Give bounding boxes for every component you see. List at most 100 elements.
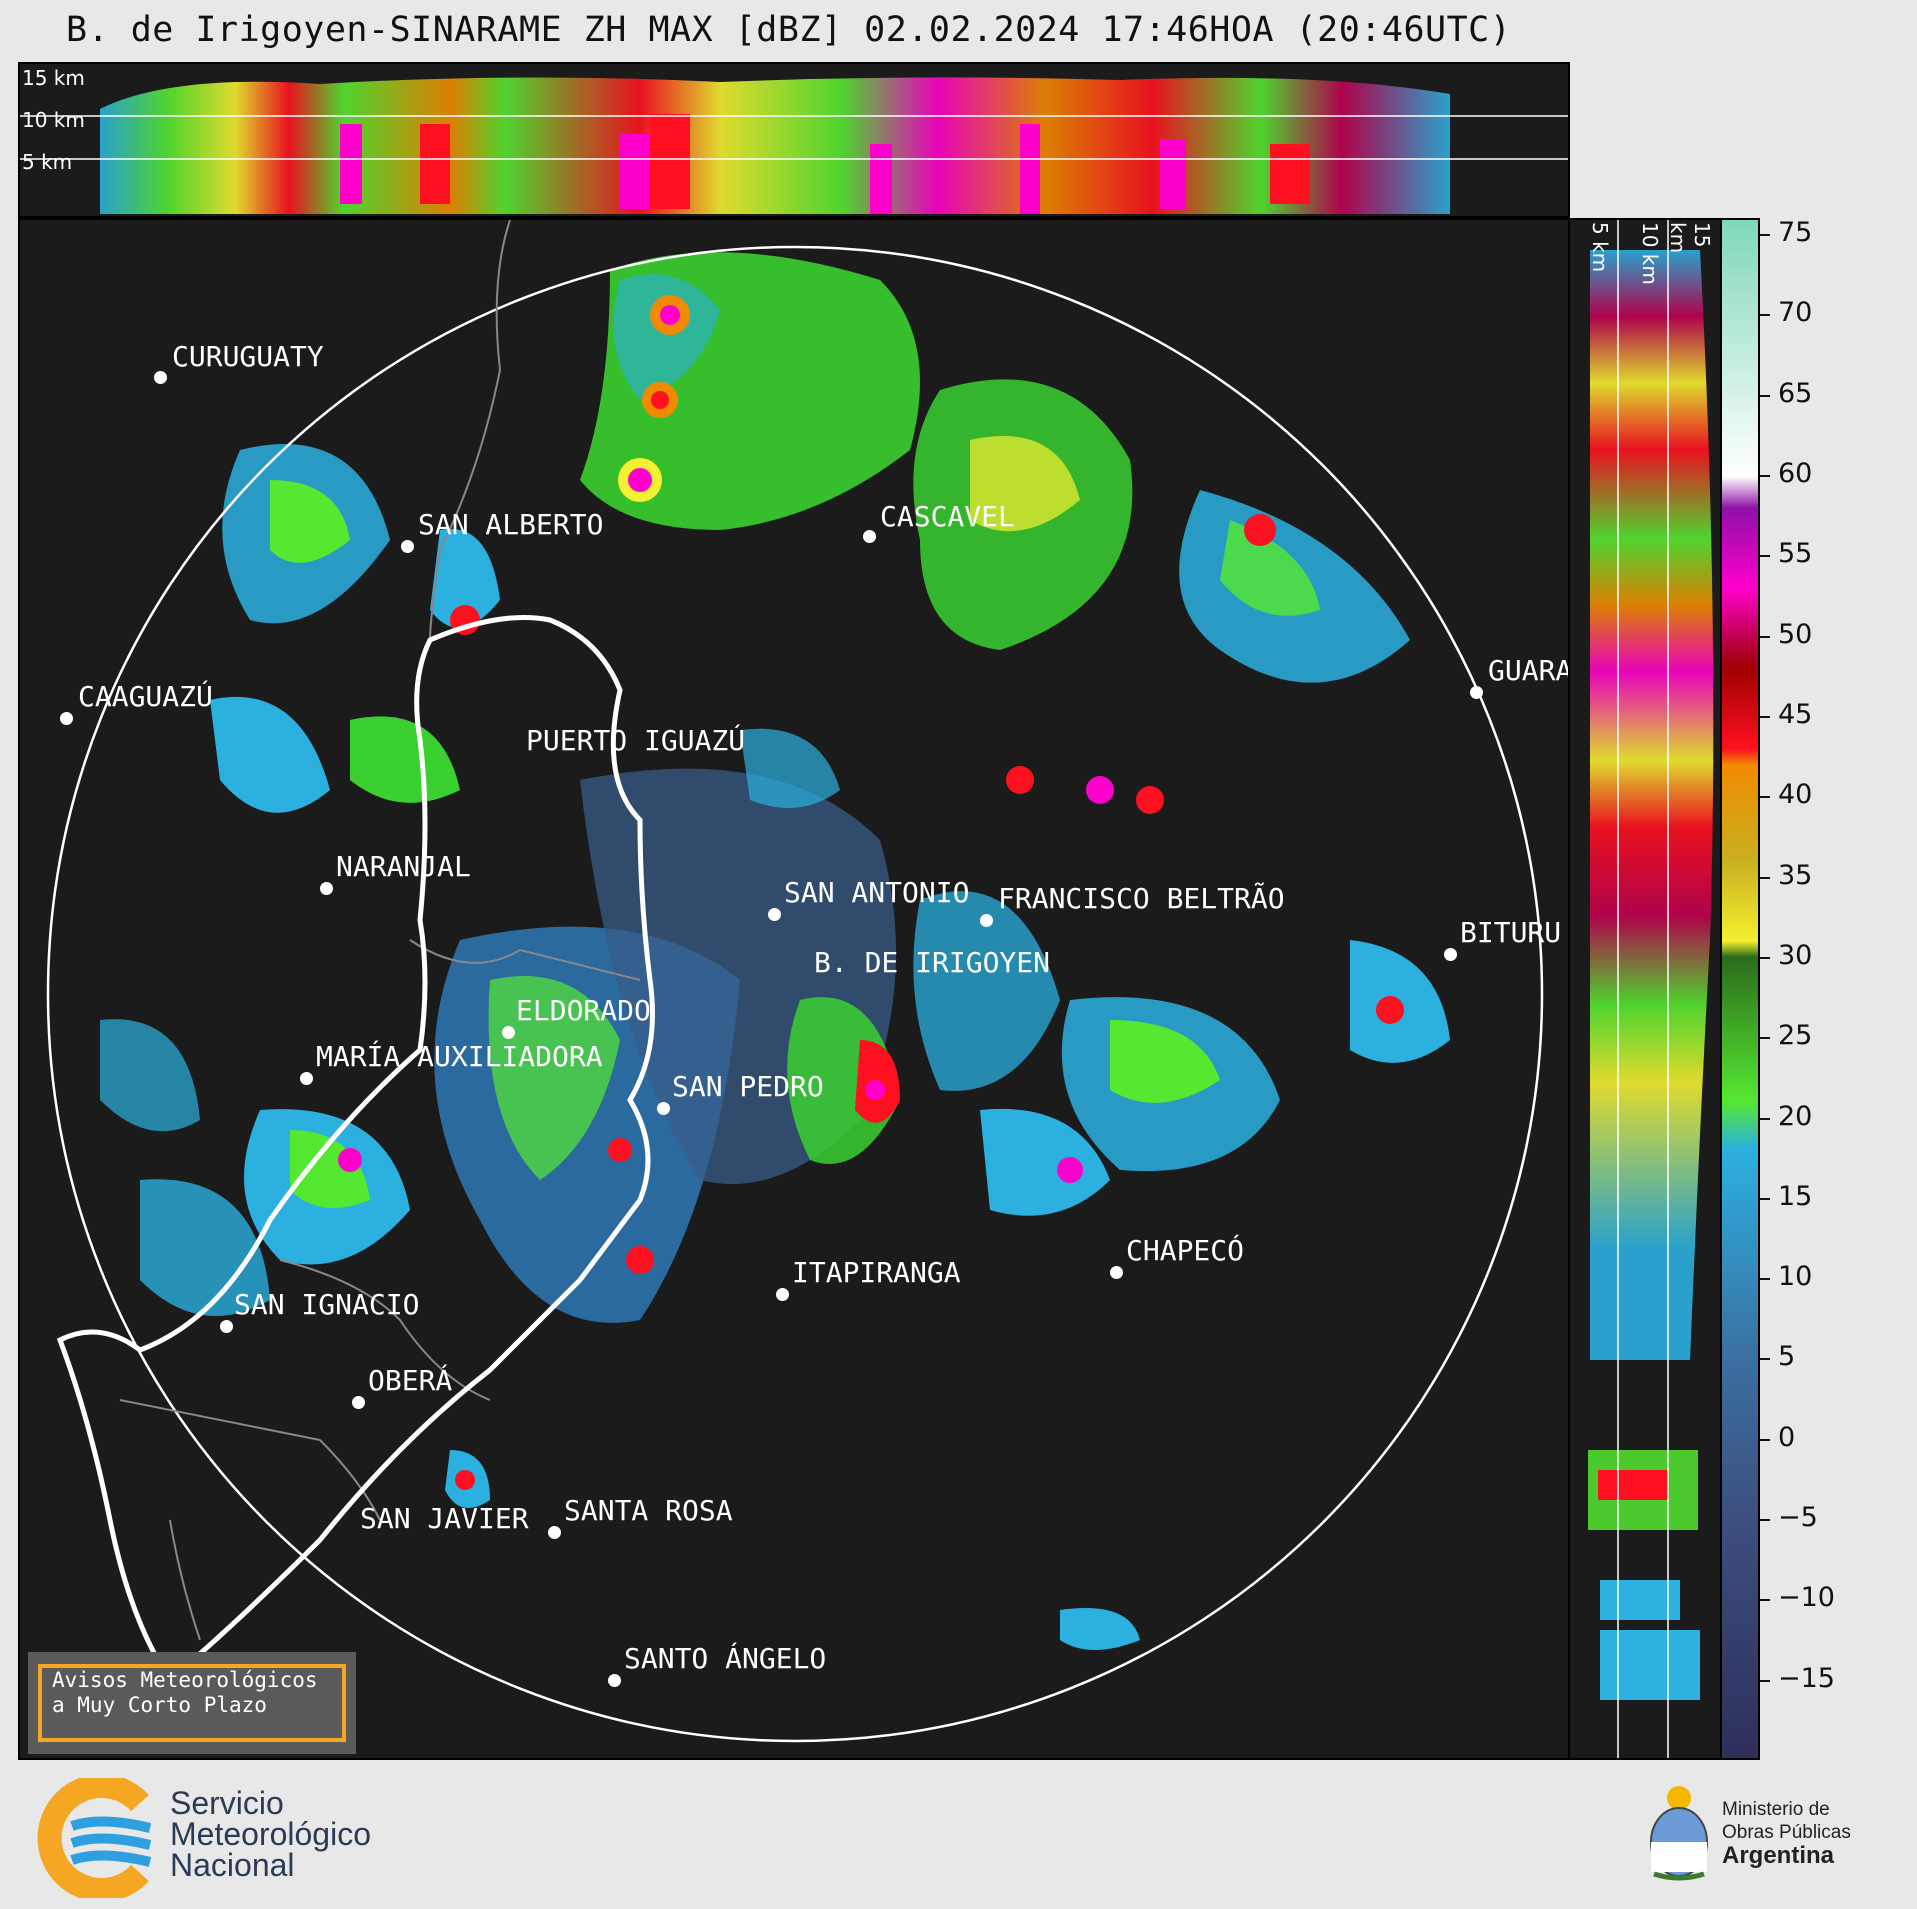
argentina-coat-of-arms-icon	[1644, 1782, 1714, 1886]
side-cross-section-svg	[1588, 220, 1714, 1758]
city-label-naranjal: NARANJAL	[336, 850, 471, 883]
radar-map-svg	[46, 220, 1544, 1743]
side-km-label-5: 5 km	[1588, 222, 1612, 273]
colorbar-tick-label: −15	[1778, 1662, 1835, 1694]
colorbar-tick-label: 5	[1778, 1341, 1796, 1373]
colorbar-tick-mark	[1760, 715, 1770, 718]
city-label-caaguazu: CAAGUAZÚ	[78, 680, 213, 713]
colorbar-tick-label: 30	[1778, 939, 1813, 971]
mop-line-1: Ministerio de	[1722, 1799, 1830, 1820]
colorbar-tick-mark	[1760, 314, 1770, 317]
city-dot	[1444, 948, 1457, 961]
ministry-name: Ministerio de Obras Públicas Argentina	[1722, 1798, 1851, 1869]
colorbar-tick-label: 35	[1778, 859, 1813, 891]
colorbar-tick-label: 65	[1778, 377, 1813, 409]
city-dot	[1470, 686, 1483, 699]
warning-box-frame: Avisos Meteorológicos a Muy Corto Plazo	[38, 1664, 346, 1742]
side-km-label-15: 15 km	[1666, 222, 1714, 254]
smn-line-1: Servicio	[170, 1785, 284, 1821]
city-label-san-antonio: SAN ANTONIO	[784, 876, 970, 909]
province-border	[56, 615, 655, 1684]
colorbar-tick-mark	[1760, 1438, 1770, 1441]
colorbar-tick-mark	[1760, 1278, 1770, 1281]
warning-line-2: a Muy Corto Plazo	[52, 1693, 267, 1717]
colorbar-tick-label: 0	[1778, 1421, 1796, 1453]
city-dot	[320, 882, 333, 895]
top-km-label-15: 15 km	[22, 66, 85, 90]
radar-echoes	[100, 252, 1450, 1650]
city-label-san-alberto: SAN ALBERTO	[418, 508, 604, 541]
city-label-eldorado: ELDORADO	[516, 994, 651, 1027]
top-km-label-10: 10 km	[22, 108, 85, 132]
colorbar-tick-label: 75	[1778, 217, 1813, 249]
city-dot	[220, 1320, 233, 1333]
colorbar-tick-label: −5	[1778, 1502, 1818, 1534]
colorbar-tick-mark	[1760, 876, 1770, 879]
city-dot	[776, 1288, 789, 1301]
colorbar-tick-label: −10	[1778, 1582, 1835, 1614]
colorbar-tick-mark	[1760, 1037, 1770, 1040]
top-cross-section-panel: 15 km 10 km 5 km	[18, 62, 1570, 218]
colorbar-tick-mark	[1760, 796, 1770, 799]
side-km-label-10: 10 km	[1638, 222, 1662, 285]
colorbar-tick-label: 70	[1778, 297, 1813, 329]
colorbar-tick-mark	[1760, 1599, 1770, 1602]
city-dot	[1110, 1266, 1123, 1279]
colorbar-tick-label: 45	[1778, 698, 1813, 730]
city-label-chapeco: CHAPECÓ	[1126, 1234, 1245, 1267]
colorbar-tick-label: 50	[1778, 618, 1813, 650]
colorbar-tick-mark	[1760, 555, 1770, 558]
colorbar-tick-label: 40	[1778, 779, 1813, 811]
colorbar-tick-label: 10	[1778, 1261, 1813, 1293]
city-label-guara: GUARA	[1488, 654, 1570, 687]
side-cross-section-panel: 5 km 10 km 15 km	[1568, 218, 1722, 1760]
city-label-san-javier: SAN JAVIER	[360, 1502, 529, 1535]
warning-box[interactable]: Avisos Meteorológicos a Muy Corto Plazo	[28, 1652, 356, 1754]
colorbar-tick-mark	[1760, 475, 1770, 477]
colorbar-tick-mark	[1760, 234, 1770, 237]
colorbar-tick-mark	[1760, 956, 1770, 959]
city-label-san-pedro: SAN PEDRO	[672, 1070, 824, 1103]
warning-line-1: Avisos Meteorológicos	[52, 1668, 318, 1692]
radar-map-panel: CURUGUATY SAN ALBERTO CASCAVEL CAAGUAZÚ …	[18, 218, 1570, 1760]
colorbar-tick-label: 60	[1778, 458, 1813, 489]
top-cross-section-svg	[20, 77, 1568, 214]
colorbar-tick-label: 15	[1778, 1180, 1813, 1212]
colorbar-tick-mark	[1760, 1679, 1770, 1682]
city-label-curuguaty: CURUGUATY	[172, 340, 324, 373]
city-label-bituru: BITURU	[1460, 916, 1562, 949]
colorbar-tick-mark	[1760, 1519, 1770, 1522]
colorbar-tick-label: 25	[1778, 1020, 1813, 1052]
city-label-itapiranga: ITAPIRANGA	[792, 1256, 961, 1289]
colorbar-tick-mark	[1760, 394, 1770, 397]
city-dot	[154, 371, 167, 384]
city-dot	[300, 1072, 313, 1085]
city-dot	[60, 712, 73, 725]
city-label-santa-rosa: SANTA ROSA	[564, 1494, 733, 1527]
colorbar-tick-mark	[1760, 1197, 1770, 1200]
city-dot	[401, 540, 414, 553]
city-label-b-de-irigoyen: B. DE IRIGOYEN	[814, 946, 1051, 979]
colorbar-tick-mark	[1760, 1117, 1770, 1120]
smn-line-2: Meteorológico	[170, 1816, 371, 1852]
mop-line-3: Argentina	[1722, 1842, 1835, 1869]
colorbar-tick-mark	[1760, 1358, 1770, 1361]
colorbar-tick-label: 55	[1778, 538, 1813, 570]
dbz-colorbar	[1720, 218, 1760, 1760]
smn-name: Servicio Meteorológico Nacional	[170, 1785, 371, 1881]
city-dot	[548, 1526, 561, 1539]
city-label-puerto-iguazu: PUERTO IGUAZÚ	[526, 724, 746, 757]
city-label-san-ignacio: SAN IGNACIO	[234, 1288, 420, 1321]
city-label-maria-auxiliadora: MARÍA AUXILIADORA	[316, 1040, 603, 1073]
city-label-obera: OBERÁ	[368, 1364, 453, 1397]
city-dot	[352, 1396, 365, 1409]
mop-line-2: Obras Públicas	[1722, 1822, 1851, 1843]
radar-range-circle	[46, 245, 1544, 1743]
colorbar-tick-label: 20	[1778, 1100, 1813, 1132]
top-km-label-5: 5 km	[22, 150, 73, 174]
city-label-santo-angelo: SANTO ÁNGELO	[624, 1642, 827, 1675]
city-dot	[768, 908, 781, 921]
city-dot	[608, 1674, 621, 1687]
city-dot	[657, 1102, 670, 1115]
city-label-francisco-beltrao: FRANCISCO BELTRÃO	[998, 882, 1285, 915]
